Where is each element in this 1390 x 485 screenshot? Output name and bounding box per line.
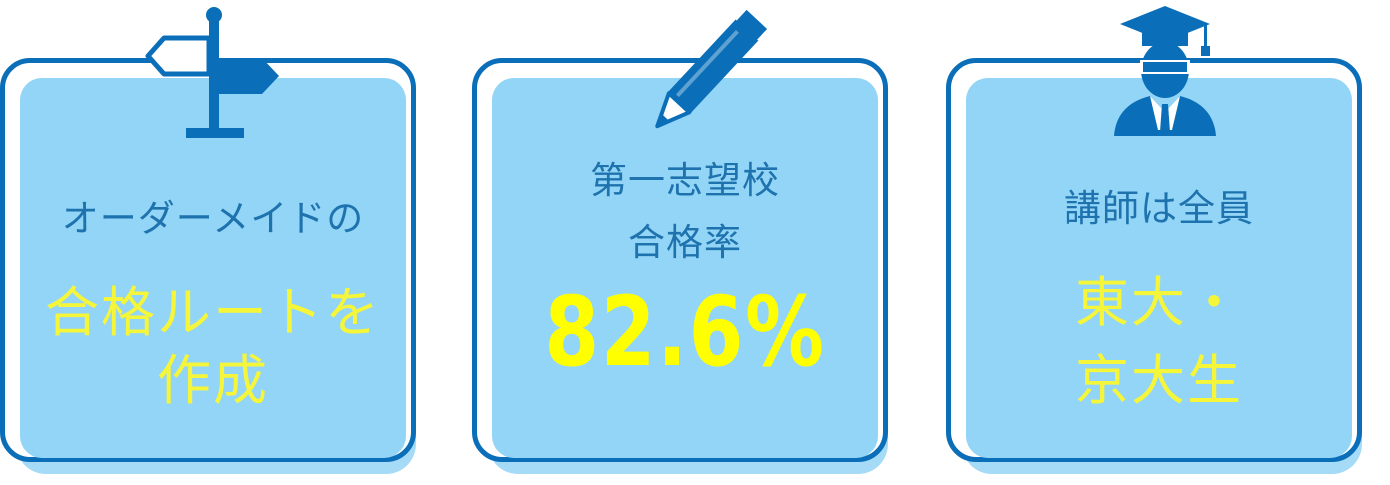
card-inner: 第一志望校 合格率 82.6% (492, 78, 878, 458)
card-highlight-line-1: 東大・ (1075, 271, 1243, 334)
signpost-icon (145, 7, 279, 138)
card-heading-line-2: 合格率 (628, 221, 742, 264)
card-heading: オーダーメイドの (61, 197, 365, 240)
card-highlight-line-2: 作成 (157, 349, 269, 412)
card-custom-route: オーダーメイドの 合格ルートを 作成 (0, 58, 418, 474)
pass-rate-value: 82.6% (544, 276, 826, 388)
card-highlight-line-2: 京大生 (1075, 349, 1243, 412)
card-heading-line-1: 第一志望校 (590, 159, 780, 202)
card-pass-rate: 第一志望校 合格率 82.6% (472, 58, 890, 474)
graduate-icon (1114, 6, 1216, 136)
card-highlight-line-1: 合格ルートを (45, 281, 381, 344)
card-inner: 講師は全員 東大・ 京大生 (966, 78, 1352, 458)
card-inner: オーダーメイドの 合格ルートを 作成 (20, 78, 406, 458)
card-heading: 講師は全員 (1064, 187, 1254, 230)
pencil-icon (655, 10, 768, 129)
